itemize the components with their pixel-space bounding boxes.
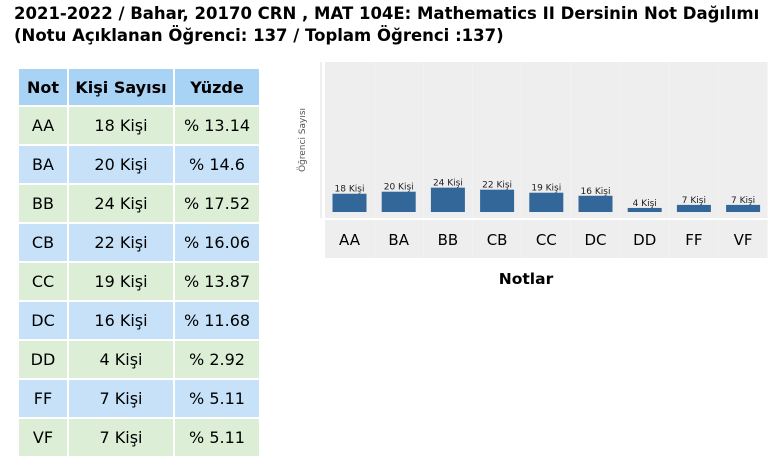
cell-percent: % 2.92 (175, 341, 261, 380)
x-tick-label-cc: CC (536, 231, 557, 249)
bar-dc (578, 195, 613, 212)
table-row: CB 22 Kişi % 16.06 (19, 224, 261, 263)
data-label-cb: 22 Kişi (482, 181, 512, 191)
page-title: 2021-2022 / Bahar, 20170 CRN , MAT 104E:… (14, 3, 780, 47)
cell-grade: CB (19, 224, 69, 263)
tick-box-vf (718, 220, 768, 258)
x-tick-label-aa: AA (339, 231, 361, 249)
tick-box-aa (325, 220, 374, 258)
data-label-cc: 19 Kişi (531, 184, 561, 194)
cell-count: 18 Kişi (69, 107, 175, 146)
cell-percent: % 5.11 (175, 380, 261, 419)
cell-percent: % 11.68 (175, 302, 261, 341)
bar-cb (480, 189, 515, 212)
table-header-row: Not Kişi Sayısı Yüzde (19, 69, 261, 107)
table-row: BA 20 Kişi % 14.6 (19, 146, 261, 185)
x-tick-label-bb: BB (438, 231, 459, 249)
x-tick-label-ba: BA (388, 231, 409, 249)
y-axis-label: Öğrenci Sayısı (297, 108, 308, 172)
grade-bar-chart: Öğrenci Sayısı 18 Kişi AA 20 Kişi BA 24 Kişi… (292, 62, 780, 372)
cell-count: 7 Kişi (69, 419, 175, 458)
bar-ba (381, 191, 416, 212)
cell-count: 4 Kişi (69, 341, 175, 380)
cell-grade: VF (19, 419, 69, 458)
bar-ff (676, 204, 711, 212)
header-count: Kişi Sayısı (69, 69, 175, 107)
tick-box-cc (521, 220, 571, 258)
cell-percent: % 17.52 (175, 185, 261, 224)
data-label-ba: 20 Kişi (384, 183, 414, 193)
cell-percent: % 5.11 (175, 419, 261, 458)
tick-box-dd (620, 220, 670, 258)
table-row: DC 16 Kişi % 11.68 (19, 302, 261, 341)
cell-grade: FF (19, 380, 69, 419)
chart-svg: Öğrenci Sayısı 18 Kişi AA 20 Kişi BA 24 Kişi… (297, 62, 768, 288)
data-label-dd: 4 Kişi (633, 199, 657, 209)
table-row: CC 19 Kişi % 13.87 (19, 263, 261, 302)
table-row: DD 4 Kişi % 2.92 (19, 341, 261, 380)
cell-grade: BA (19, 146, 69, 185)
bar-cc (529, 192, 564, 212)
cell-grade: DC (19, 302, 69, 341)
grade-distribution-table: Not Kişi Sayısı Yüzde AA 18 Kişi % 13.14… (19, 69, 261, 458)
cell-grade: BB (19, 185, 69, 224)
bar-vf (726, 204, 761, 212)
data-label-ff: 7 Kişi (682, 196, 706, 206)
chart-column-background (718, 62, 768, 218)
plot-area: 18 Kişi AA 20 Kişi BA 24 Kişi BB 22 Kişi CB 19 K… (325, 62, 768, 258)
x-tick-label-dd: DD (633, 231, 656, 249)
tick-box-dc (571, 220, 620, 258)
x-tick-label-dc: DC (584, 231, 606, 249)
cell-count: 19 Kişi (69, 263, 175, 302)
cell-count: 20 Kişi (69, 146, 175, 185)
title-line-1: 2021-2022 / Bahar, 20170 CRN , MAT 104E:… (14, 4, 760, 23)
data-label-dc: 16 Kişi (581, 187, 611, 197)
cell-grade: DD (19, 341, 69, 380)
tick-box-cb (472, 220, 522, 258)
cell-percent: % 16.06 (175, 224, 261, 263)
cell-percent: % 13.14 (175, 107, 261, 146)
chart-column-background (521, 62, 571, 218)
header-grade: Not (19, 69, 69, 107)
table-row: VF 7 Kişi % 5.11 (19, 419, 261, 458)
cell-count: 7 Kişi (69, 380, 175, 419)
data-label-aa: 18 Kişi (335, 185, 365, 195)
table-row: AA 18 Kişi % 13.14 (19, 107, 261, 146)
title-line-2: (Notu Açıklanan Öğrenci: 137 / Toplam Öğ… (14, 26, 504, 45)
x-axis-label: Notlar (499, 270, 554, 288)
data-label-bb: 24 Kişi (433, 179, 463, 189)
cell-grade: AA (19, 107, 69, 146)
chart-column-background (669, 62, 719, 218)
cell-percent: % 13.87 (175, 263, 261, 302)
bar-bb (430, 187, 465, 212)
tick-box-ff (669, 220, 719, 258)
chart-column-background (571, 62, 620, 218)
table-row: FF 7 Kişi % 5.11 (19, 380, 261, 419)
cell-count: 24 Kişi (69, 185, 175, 224)
cell-percent: % 14.6 (175, 146, 261, 185)
bar-dd (627, 207, 662, 212)
tick-box-ba (374, 220, 424, 258)
chart-column-background (325, 62, 374, 218)
x-tick-label-ff: FF (685, 231, 702, 249)
x-tick-label-cb: CB (487, 231, 508, 249)
cell-count: 22 Kişi (69, 224, 175, 263)
x-tick-label-vf: VF (734, 231, 753, 249)
chart-column-background (620, 62, 670, 218)
data-label-vf: 7 Kişi (731, 196, 755, 206)
tick-box-bb (423, 220, 473, 258)
cell-grade: CC (19, 263, 69, 302)
table-row: BB 24 Kişi % 17.52 (19, 185, 261, 224)
header-percent: Yüzde (175, 69, 261, 107)
cell-count: 16 Kişi (69, 302, 175, 341)
bar-aa (332, 193, 367, 212)
